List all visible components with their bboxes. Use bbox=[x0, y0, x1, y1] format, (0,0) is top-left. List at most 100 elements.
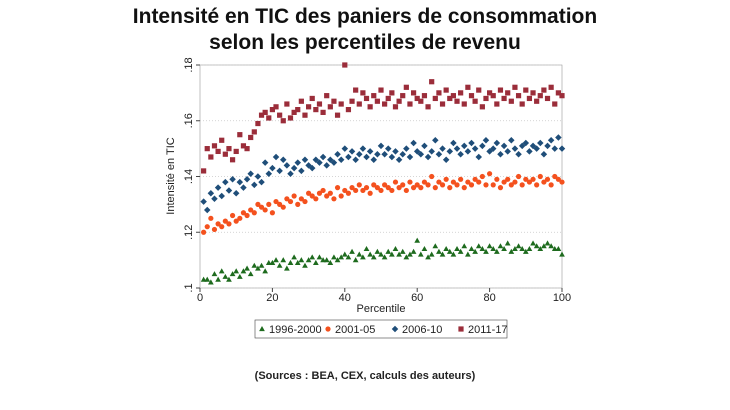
point bbox=[374, 185, 380, 191]
point bbox=[266, 201, 272, 207]
point bbox=[483, 248, 489, 254]
point bbox=[342, 187, 348, 194]
point bbox=[334, 150, 341, 158]
point bbox=[407, 101, 413, 107]
point bbox=[392, 245, 399, 252]
point bbox=[483, 182, 489, 188]
point bbox=[201, 168, 207, 174]
point bbox=[204, 146, 210, 152]
point bbox=[382, 182, 388, 188]
point bbox=[472, 248, 478, 254]
point bbox=[284, 196, 290, 202]
x-tick-label: 20 bbox=[266, 292, 278, 304]
point bbox=[287, 198, 294, 205]
point bbox=[233, 268, 240, 274]
point bbox=[479, 245, 486, 252]
point bbox=[385, 95, 391, 102]
point bbox=[295, 201, 301, 207]
point bbox=[392, 148, 399, 155]
point bbox=[294, 259, 301, 265]
point bbox=[389, 90, 395, 96]
point bbox=[208, 279, 214, 285]
point bbox=[439, 145, 446, 152]
point bbox=[396, 98, 402, 104]
point bbox=[225, 187, 233, 194]
chart: Percentile Intensité en TIC .1 .12 .14 .16.… bbox=[165, 57, 572, 339]
point bbox=[505, 90, 511, 96]
point bbox=[544, 95, 551, 102]
point bbox=[309, 254, 316, 260]
point bbox=[280, 118, 286, 124]
point bbox=[501, 245, 507, 252]
point bbox=[370, 254, 377, 260]
point bbox=[262, 109, 268, 115]
point bbox=[370, 156, 378, 164]
point bbox=[251, 262, 258, 268]
point bbox=[519, 182, 525, 188]
point bbox=[215, 276, 221, 282]
point bbox=[204, 224, 210, 230]
point bbox=[425, 182, 431, 188]
point bbox=[219, 224, 225, 230]
point bbox=[356, 182, 362, 188]
point bbox=[316, 190, 323, 196]
point bbox=[530, 176, 536, 182]
point bbox=[432, 137, 439, 144]
point bbox=[447, 185, 453, 191]
point bbox=[247, 271, 254, 277]
point bbox=[294, 159, 301, 166]
point bbox=[515, 93, 522, 99]
point bbox=[298, 257, 305, 263]
point bbox=[504, 240, 511, 246]
point bbox=[291, 109, 297, 115]
point bbox=[301, 156, 309, 164]
point bbox=[334, 112, 341, 118]
point bbox=[547, 137, 555, 144]
point bbox=[208, 154, 214, 160]
point bbox=[493, 139, 501, 147]
point bbox=[403, 187, 409, 194]
point bbox=[541, 179, 547, 185]
point bbox=[476, 87, 482, 93]
point bbox=[290, 164, 298, 172]
point bbox=[526, 245, 533, 252]
point bbox=[203, 206, 211, 214]
point bbox=[526, 95, 533, 102]
point bbox=[454, 245, 460, 252]
point bbox=[400, 182, 406, 188]
point bbox=[551, 245, 558, 252]
point bbox=[319, 153, 327, 161]
point bbox=[313, 196, 319, 202]
point bbox=[334, 257, 341, 263]
point bbox=[436, 90, 442, 96]
point bbox=[363, 185, 370, 191]
point bbox=[540, 150, 548, 158]
point bbox=[277, 201, 283, 207]
point bbox=[273, 257, 279, 263]
point bbox=[356, 150, 363, 158]
point bbox=[461, 101, 467, 107]
point bbox=[348, 148, 356, 155]
point bbox=[323, 257, 330, 263]
y-tick-label: .1 bbox=[183, 283, 195, 292]
point bbox=[443, 87, 449, 93]
point bbox=[302, 198, 308, 205]
point bbox=[534, 98, 540, 104]
point bbox=[381, 254, 388, 260]
point bbox=[530, 90, 536, 96]
point bbox=[501, 179, 507, 185]
point bbox=[215, 148, 221, 155]
legend bbox=[254, 319, 508, 339]
point bbox=[425, 104, 431, 110]
point bbox=[410, 139, 417, 147]
x-tick-label: 60 bbox=[411, 292, 423, 304]
point bbox=[384, 145, 392, 152]
point bbox=[298, 196, 304, 202]
point bbox=[237, 215, 243, 221]
point bbox=[511, 145, 519, 152]
point bbox=[544, 142, 551, 150]
y-tick-label: .12 bbox=[183, 225, 195, 240]
point bbox=[371, 182, 377, 188]
point bbox=[366, 148, 374, 155]
legend-marker bbox=[259, 326, 265, 332]
